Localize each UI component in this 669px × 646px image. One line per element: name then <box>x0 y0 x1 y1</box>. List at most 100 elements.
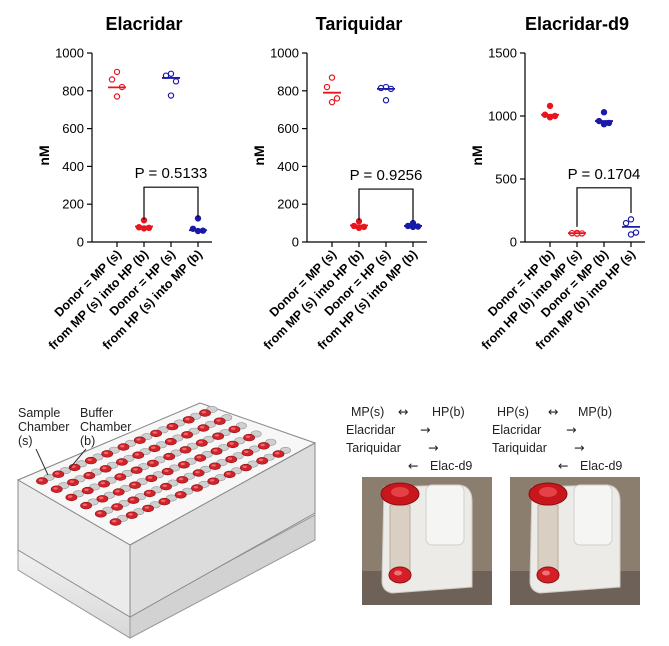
sample-well-highlight <box>195 471 200 474</box>
sample-chamber-label-3: (s) <box>18 434 33 448</box>
y-tick-label: 500 <box>495 172 517 187</box>
sample-chamber-label-2: Chamber <box>18 420 69 434</box>
flow-arrow: ↔ <box>548 404 558 419</box>
sample-well-highlight <box>144 506 150 509</box>
sample-well-highlight <box>198 441 203 444</box>
y-tick-label: 0 <box>77 235 84 250</box>
sample-well-highlight <box>200 426 205 429</box>
flow-compound: HP(b) <box>432 405 465 419</box>
sample-well-highlight <box>260 443 265 447</box>
sample-well-highlight <box>182 447 187 451</box>
sample-well-highlight <box>169 424 174 427</box>
p-value-label: P = 0.9256 <box>350 167 423 184</box>
sample-well-highlight <box>180 462 185 466</box>
flow-arrow: ↔ <box>398 404 408 419</box>
sample-well-highlight <box>183 432 189 436</box>
sample-well-highlight <box>97 511 102 515</box>
sample-well-highlight <box>227 457 233 460</box>
data-point <box>323 83 331 91</box>
buffer-chamber-label-1: Buffer <box>80 406 113 420</box>
sample-well-highlight <box>134 453 140 456</box>
flow-compound: MP(b) <box>578 405 612 419</box>
y-tick-label: 1500 <box>488 46 517 61</box>
flow-compound: Elacridar <box>346 423 395 437</box>
dialysis-plate-illustration: Sample Chamber (s) Buffer Chamber (b) <box>16 402 317 639</box>
sample-well-highlight <box>53 487 58 490</box>
significance-bracket <box>358 188 414 222</box>
liquid-highlight <box>394 570 402 576</box>
chart-title: Tariquidar <box>316 14 403 34</box>
data-point <box>382 97 390 104</box>
sample-well-highlight <box>213 449 218 452</box>
y-tick-label: 400 <box>277 159 299 174</box>
flow-compound: Elac-d9 <box>430 459 472 473</box>
sample-well-highlight <box>99 496 104 500</box>
sample-well-highlight <box>216 419 221 422</box>
sample-well-highlight <box>196 456 202 459</box>
sample-well-highlight <box>149 461 154 464</box>
data-point <box>600 120 608 128</box>
data-point <box>108 76 116 83</box>
sample-well-highlight <box>178 477 184 481</box>
data-point <box>172 78 180 85</box>
sample-well-highlight <box>133 468 138 471</box>
buffer-chamber-label-2: Chamber <box>80 420 131 434</box>
sample-well-highlight <box>131 483 136 486</box>
sample-well-highlight <box>162 484 167 487</box>
sample-well-highlight <box>185 417 190 421</box>
data-point <box>600 109 608 116</box>
sample-well-highlight <box>116 475 122 478</box>
data-point <box>333 95 341 102</box>
data-point <box>328 74 336 81</box>
sample-well-highlight <box>115 490 120 493</box>
sample-well-highlight <box>245 435 251 438</box>
sample-well-highlight <box>84 488 89 491</box>
y-tick-label: 1000 <box>488 109 517 124</box>
sample-well-highlight <box>130 498 135 501</box>
sample-well-highlight <box>229 442 234 445</box>
y-tick-label: 600 <box>277 121 299 136</box>
flow-compound: Elacridar <box>492 423 541 437</box>
sample-well-highlight <box>165 454 171 457</box>
y-tick-label: 200 <box>277 197 299 212</box>
sample-well-highlight <box>164 469 169 472</box>
p-value-label: P = 0.5133 <box>135 165 208 182</box>
sample-well-highlight <box>258 458 264 462</box>
data-point <box>113 68 121 76</box>
sample-well-highlight <box>161 499 166 502</box>
flow-arrow: → <box>420 422 430 437</box>
sample-well-highlight <box>226 472 231 475</box>
significance-bracket <box>576 187 632 227</box>
sample-well-highlight <box>167 439 172 442</box>
flow-compound: Tariquidar <box>346 441 401 455</box>
data-point <box>627 231 635 238</box>
sample-well-highlight <box>209 479 215 482</box>
data-point <box>622 219 630 227</box>
sample-chamber-label-1: Sample <box>18 406 60 420</box>
buffer-pointer <box>69 448 87 469</box>
sample-well-highlight <box>231 427 236 430</box>
sample-well-highlight <box>87 458 92 461</box>
sample-well-highlight <box>244 450 249 453</box>
significance-bracket <box>143 186 199 220</box>
sample-well-highlight <box>128 513 133 516</box>
flow-arrow: → <box>428 440 438 455</box>
flow-compound: HP(s) <box>497 405 529 419</box>
sample-well-highlight <box>82 503 88 506</box>
red-cap-inner <box>539 487 557 497</box>
y-tick-label: 200 <box>62 197 84 212</box>
chart-title: Elacridar-d9 <box>525 14 629 34</box>
y-tick-label: 1000 <box>55 46 84 61</box>
flow-arrow: ← <box>558 458 568 473</box>
flow-arrow: → <box>566 422 576 437</box>
p-value-label: P = 0.1704 <box>568 166 641 183</box>
y-tick-label: 800 <box>62 83 84 98</box>
y-tick-label: 0 <box>510 235 517 250</box>
liquid-highlight <box>542 570 550 576</box>
y-axis-label: nM <box>251 145 267 165</box>
sample-well-highlight <box>177 492 182 496</box>
sample-well-highlight <box>68 495 73 498</box>
y-axis-label: nM <box>36 145 52 165</box>
sample-well-highlight <box>242 465 247 468</box>
